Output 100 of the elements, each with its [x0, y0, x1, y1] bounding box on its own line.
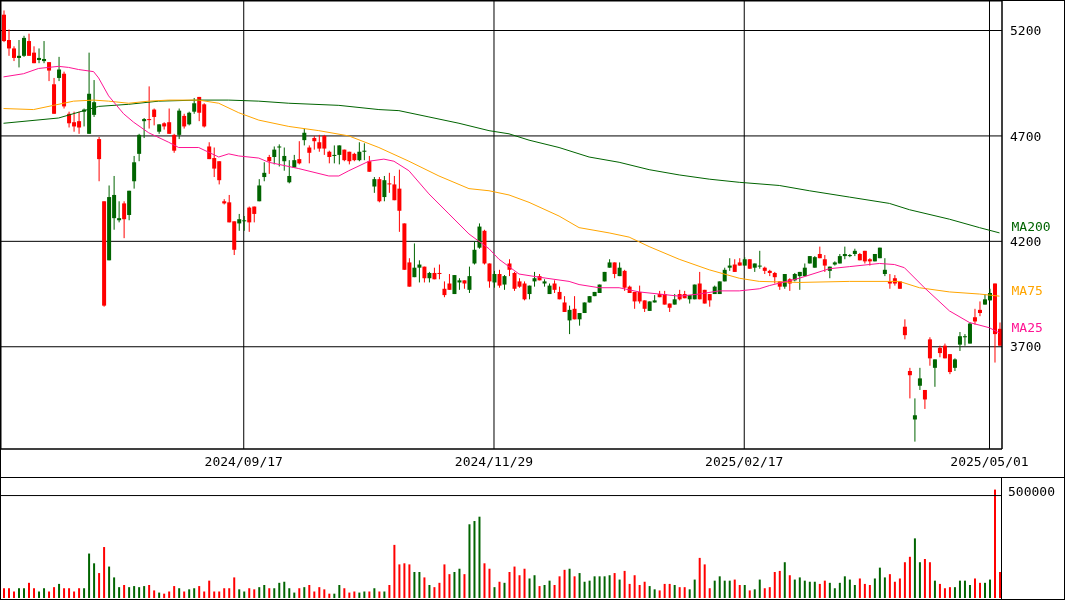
bar: [778, 570, 781, 598]
bar: [513, 566, 516, 598]
bar: [83, 588, 86, 598]
bar: [178, 588, 181, 598]
bar: [128, 587, 131, 598]
bar: [303, 587, 306, 598]
bar: [958, 580, 961, 598]
bar: [638, 584, 641, 598]
bar: [773, 571, 776, 598]
bar: [363, 591, 366, 598]
bar: [633, 575, 636, 598]
bar: [833, 588, 836, 598]
bar: [558, 576, 561, 598]
candlestick: [267, 154, 272, 175]
bar: [733, 579, 736, 598]
bar: [198, 586, 201, 598]
candlestick: [282, 147, 287, 172]
candlestick: [362, 142, 367, 161]
bar: [373, 588, 376, 598]
bar: [999, 571, 1001, 598]
bar: [643, 581, 646, 598]
bar: [848, 579, 851, 598]
bar: [408, 564, 411, 598]
bar: [298, 588, 301, 598]
candlestick: [907, 367, 912, 399]
bar: [623, 570, 626, 598]
bar: [918, 562, 921, 598]
bar: [523, 568, 526, 598]
bar: [813, 581, 816, 598]
x-tick-label: 2025/02/17: [705, 454, 784, 470]
bar: [138, 587, 141, 598]
candlestick: [932, 358, 937, 388]
bar: [48, 591, 51, 598]
bar: [118, 587, 121, 598]
bar: [838, 582, 841, 598]
candlestick: [467, 266, 472, 294]
bar: [948, 587, 951, 598]
bar: [183, 591, 186, 598]
bar: [538, 586, 541, 598]
bar: [28, 582, 31, 598]
candlestick: [927, 336, 932, 367]
bar: [913, 538, 916, 598]
bar: [8, 588, 10, 598]
candlestick: [377, 176, 382, 203]
bar: [193, 588, 196, 598]
bar: [53, 587, 56, 598]
bar: [218, 591, 221, 598]
bar: [668, 583, 671, 598]
bar: [713, 580, 716, 598]
bar: [378, 591, 381, 598]
bar: [923, 558, 926, 598]
bar: [753, 589, 756, 598]
bar: [348, 592, 351, 598]
bar: [828, 582, 831, 598]
bar: [278, 582, 281, 598]
bar: [928, 562, 931, 598]
bar: [133, 586, 136, 598]
bar: [418, 571, 421, 598]
bar: [243, 591, 246, 598]
bar: [718, 576, 721, 598]
bar: [543, 584, 546, 598]
bar: [438, 582, 441, 598]
bar: [188, 589, 191, 598]
candlestick: [852, 248, 857, 257]
bar: [548, 580, 551, 598]
candlestick: [277, 143, 282, 167]
bar: [273, 588, 276, 598]
bar: [823, 580, 826, 598]
bar: [293, 592, 296, 598]
bar: [973, 578, 976, 598]
y-tick-label: 3700: [1010, 339, 1042, 355]
bar: [388, 584, 391, 598]
bar: [93, 563, 96, 598]
candlestick: [37, 47, 42, 64]
bar: [168, 591, 171, 598]
bar: [988, 579, 991, 598]
bar: [403, 563, 406, 598]
bar: [288, 588, 291, 598]
bar: [963, 580, 966, 598]
bar: [533, 575, 536, 598]
bar: [768, 587, 771, 598]
bar: [78, 588, 81, 598]
bar: [518, 575, 521, 598]
bar: [738, 584, 741, 598]
bar: [698, 557, 701, 598]
bar: [568, 568, 571, 598]
bar: [573, 576, 576, 598]
bar: [578, 573, 581, 598]
bar: [758, 579, 761, 598]
bar: [433, 587, 436, 598]
x-tick-label: 2024/09/17: [204, 454, 283, 470]
candlestick: [912, 397, 917, 443]
bar: [658, 590, 661, 598]
bar: [563, 569, 566, 598]
bar: [103, 547, 106, 598]
bar: [3, 588, 5, 598]
bar: [608, 575, 611, 598]
candlestick: [417, 259, 422, 283]
bar: [683, 587, 686, 598]
bar: [693, 579, 696, 598]
